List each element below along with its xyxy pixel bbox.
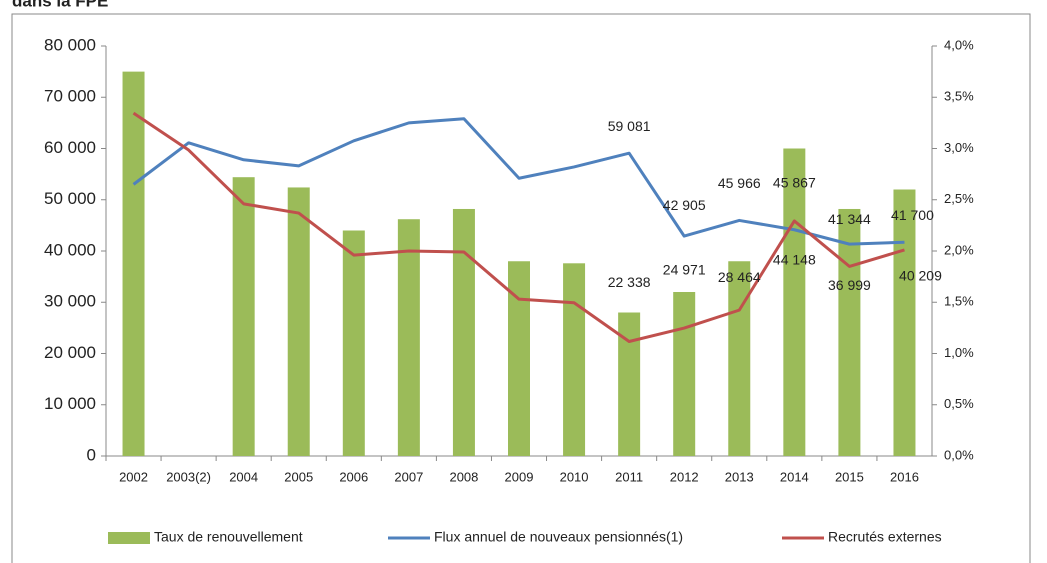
bar: [893, 189, 916, 456]
bar: [728, 261, 751, 456]
x-tick-label: 2014: [780, 469, 809, 484]
chart-title: dans la FPE: [12, 0, 108, 10]
y-tick-label: 80 000: [44, 35, 96, 54]
x-tick-label: 2012: [670, 469, 699, 484]
line: [132, 111, 905, 344]
y-tick-label: 40 000: [44, 240, 96, 259]
legend-label: Taux de renouvellement: [154, 529, 303, 545]
data-label: 59 081: [608, 118, 651, 134]
legend-label: Recrutés externes: [828, 529, 942, 545]
y-tick-label: 30 000: [44, 292, 96, 311]
bar: [287, 187, 310, 456]
x-tick-label: 2007: [394, 469, 423, 484]
x-tick-label: 2013: [725, 469, 754, 484]
y-tick-label: 0: [87, 445, 96, 464]
data-label: 41 700: [891, 207, 934, 223]
x-tick-label: 2011: [615, 469, 643, 484]
y2-tick-label: 0,0%: [944, 447, 974, 462]
data-label: 42 905: [663, 197, 706, 213]
y2-tick-label: 1,5%: [944, 294, 974, 309]
y2-tick-label: 3,0%: [944, 140, 974, 155]
data-label: 45 867: [773, 175, 816, 191]
data-label: 40 209: [899, 268, 942, 284]
x-tick-label: 2009: [505, 469, 534, 484]
x-tick-label: 2002: [119, 469, 148, 484]
bar: [508, 261, 530, 456]
y2-tick-label: 2,5%: [944, 191, 974, 206]
bar: [342, 230, 365, 456]
y2-tick-label: 1,0%: [944, 345, 974, 360]
line: [132, 117, 905, 246]
x-tick-label: 2005: [284, 469, 313, 484]
bar: [397, 219, 420, 456]
data-label: 45 966: [718, 175, 761, 191]
chart-frame: [11, 13, 1031, 563]
data-label: 22 338: [608, 274, 651, 290]
bar: [618, 312, 641, 456]
bar: [452, 208, 475, 456]
x-tick-label: 2015: [835, 469, 864, 484]
bar: [838, 208, 861, 456]
x-tick-label: 2006: [339, 469, 368, 484]
bar: [122, 71, 145, 456]
data-label: 44 148: [773, 251, 816, 267]
y-tick-label: 60 000: [44, 138, 96, 157]
x-tick-label: 2008: [449, 469, 478, 484]
bar: [232, 177, 255, 456]
x-tick-label: 2016: [890, 469, 919, 484]
y-tick-label: 70 000: [44, 87, 96, 106]
legend-swatch: [108, 532, 150, 544]
y2-tick-label: 3,5%: [944, 89, 974, 104]
bar: [673, 292, 696, 456]
data-label: 41 344: [828, 211, 871, 227]
x-tick-label: 2010: [560, 469, 589, 484]
data-label: 24 971: [663, 262, 706, 278]
y-tick-label: 50 000: [44, 189, 96, 208]
x-tick-label: 2003(2): [166, 469, 211, 484]
y2-tick-label: 4,0%: [944, 37, 974, 52]
bar: [783, 148, 806, 456]
x-tick-label: 2004: [229, 469, 258, 484]
y2-tick-label: 2,0%: [944, 242, 974, 257]
bar: [563, 263, 586, 456]
data-label: 36 999: [828, 277, 871, 293]
y-tick-label: 20 000: [44, 343, 96, 362]
y-tick-label: 10 000: [44, 394, 96, 413]
data-label: 28 464: [718, 269, 761, 285]
y2-tick-label: 0,5%: [944, 396, 974, 411]
legend-label: Flux annuel de nouveaux pensionnés(1): [434, 529, 683, 545]
